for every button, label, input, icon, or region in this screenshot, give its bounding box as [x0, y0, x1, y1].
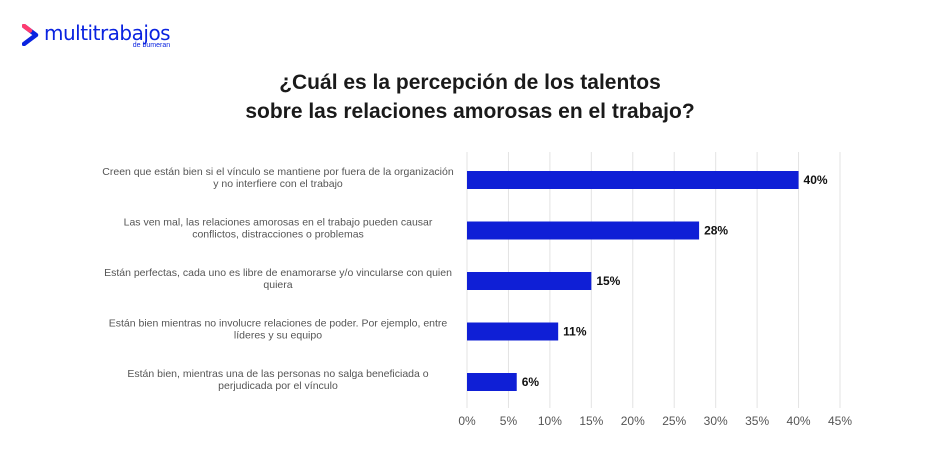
brand-name: multitrabajos	[44, 21, 171, 45]
category-label: Están bien mientras no involucre relacio…	[109, 318, 448, 342]
x-tick-label: 30%	[704, 414, 728, 428]
category-label-line: perjudicada por el vínculo	[218, 380, 338, 392]
bar	[467, 171, 799, 189]
category-label-line: conflictos, distracciones o problemas	[192, 229, 364, 241]
category-label-line: Están bien mientras no involucre relacio…	[109, 318, 448, 330]
bar	[467, 322, 559, 341]
category-label-line: líderes y su equipo	[234, 330, 322, 342]
x-tick-label: 20%	[621, 414, 645, 428]
chart-title-line-1: ¿Cuál es la percepción de los talentos	[279, 71, 661, 94]
brand-logo: multitrabajos de bumeran	[22, 21, 171, 49]
category-label-line: quiera	[263, 279, 292, 291]
multitrabajos-logo-mark-icon	[22, 24, 39, 46]
category-label-line: Están perfectas, cada uno es libre de en…	[104, 267, 452, 279]
data-label: 40%	[804, 173, 828, 187]
x-tick-label: 15%	[579, 414, 603, 428]
x-tick-label: 45%	[828, 414, 852, 428]
data-label: 11%	[563, 325, 587, 339]
x-tick-label: 5%	[500, 414, 518, 428]
bar	[467, 272, 592, 290]
category-label-line: Están bien, mientras una de las personas…	[127, 368, 428, 380]
data-label: 15%	[596, 274, 620, 288]
category-label: Creen que están bien si el vínculo se ma…	[102, 166, 454, 190]
x-tick-label: 0%	[458, 414, 476, 428]
chart-title: ¿Cuál es la percepción de los talentos s…	[0, 68, 940, 126]
category-label-line: Las ven mal, las relaciones amorosas en …	[124, 217, 433, 229]
x-tick-label: 10%	[538, 414, 562, 428]
bar	[467, 221, 700, 240]
x-tick-label: 40%	[787, 414, 811, 428]
category-label-line: Creen que están bien si el vínculo se ma…	[102, 166, 454, 178]
chart-title-line-2: sobre las relaciones amorosas en el trab…	[245, 100, 695, 123]
category-label-line: y no interfiere con el trabajo	[213, 178, 343, 190]
data-label: 6%	[522, 375, 540, 389]
bar	[467, 373, 517, 391]
category-label: Las ven mal, las relaciones amorosas en …	[124, 217, 433, 241]
x-tick-label: 25%	[662, 414, 686, 428]
category-label: Están perfectas, cada uno es libre de en…	[104, 267, 452, 291]
category-label: Están bien, mientras una de las personas…	[127, 368, 428, 392]
x-tick-label: 35%	[745, 414, 769, 428]
data-label: 28%	[704, 224, 728, 238]
brand-subtitle: de bumeran	[132, 42, 171, 49]
